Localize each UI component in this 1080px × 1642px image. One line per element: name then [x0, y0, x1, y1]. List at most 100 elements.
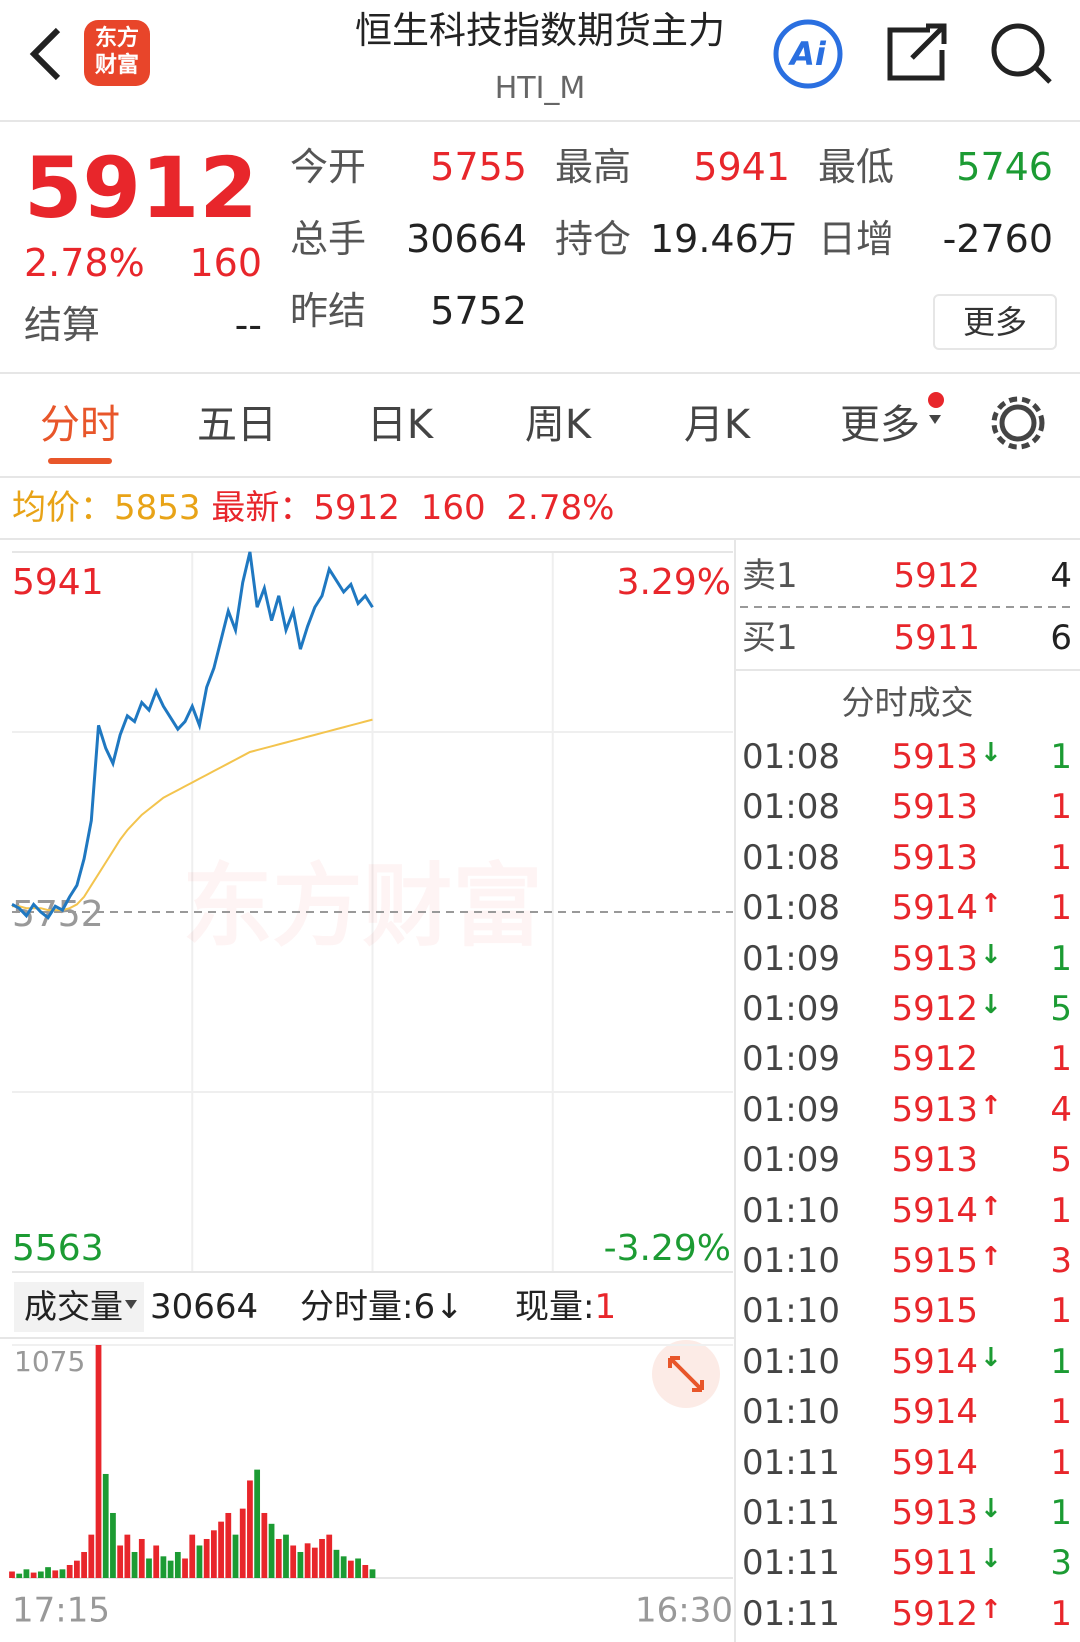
- trade-qty: 1: [1050, 1442, 1072, 1483]
- trade-price: 5915: [891, 1291, 978, 1332]
- volume-bar: [196, 1545, 203, 1578]
- trade-price: 5913: [891, 938, 978, 979]
- tab[interactable]: 月K: [683, 402, 751, 448]
- trade-time: 01:11: [742, 1493, 840, 1533]
- volume-bar: [239, 1508, 246, 1578]
- volume-selector[interactable]: [14, 1282, 144, 1332]
- tab-indicator: [48, 458, 112, 464]
- volume-bar: [81, 1551, 87, 1578]
- trade-time: 01:09: [742, 1089, 840, 1130]
- volume-bar: [290, 1545, 297, 1578]
- search-button[interactable]: [991, 23, 1045, 77]
- trade-time: 01:11: [742, 1442, 840, 1483]
- trade-qty: 1: [1050, 1593, 1072, 1634]
- volume-bar: [59, 1569, 66, 1578]
- trade-qty: 1: [1050, 1392, 1072, 1433]
- volume-bar: [138, 1538, 145, 1578]
- volume-bar: [23, 1569, 30, 1578]
- volume-bar: [254, 1469, 261, 1578]
- volume-bar: [203, 1538, 210, 1578]
- y-tick-label: 5941: [12, 562, 104, 603]
- trade-price: 5913: [891, 1493, 978, 1533]
- y2-tick-label: -3.29%: [604, 1228, 731, 1269]
- volume-bar: [283, 1534, 289, 1578]
- trade-arrow: ↓: [980, 738, 1002, 768]
- tab[interactable]: 分时: [40, 402, 120, 448]
- volume-bar: [268, 1523, 275, 1578]
- latest-value: 5912: [313, 488, 400, 528]
- volume-bar: [146, 1558, 152, 1578]
- tab[interactable]: 更多: [840, 402, 920, 448]
- volume-bar: [210, 1530, 217, 1578]
- more-button[interactable]: 更多: [933, 294, 1057, 350]
- field-value: 19.46万: [650, 217, 797, 261]
- notification-dot: [928, 392, 944, 408]
- trade-time: 01:10: [742, 1341, 840, 1382]
- dropdown-caret: [125, 1300, 137, 1309]
- volume-bar: [16, 1573, 23, 1578]
- volume-bar: [225, 1512, 232, 1578]
- book-label: 买1: [742, 618, 798, 658]
- volume-bar: [110, 1512, 116, 1578]
- volume-bar: [37, 1571, 44, 1578]
- volume-bar: [232, 1534, 239, 1578]
- tab[interactable]: 周K: [524, 402, 592, 448]
- ai-button[interactable]: [773, 19, 843, 89]
- x-tick-label: 17:15: [12, 1591, 110, 1631]
- trade-qty: 5: [1050, 989, 1072, 1029]
- volume-bar: [9, 1571, 15, 1578]
- field-label: 结算: [24, 303, 101, 347]
- latest-pct: 2.78%: [506, 488, 615, 528]
- trade-arrow: ↓: [980, 990, 1002, 1020]
- y-tick-label: 5563: [12, 1228, 104, 1269]
- trade-time: 01:10: [742, 1241, 840, 1281]
- settings-button[interactable]: [999, 404, 1037, 442]
- trade-qty: 1: [1050, 1039, 1072, 1080]
- trade-time: 01:09: [742, 1039, 840, 1080]
- trade-arrow: ↓: [980, 1544, 1002, 1575]
- volume-bar: [45, 1567, 51, 1578]
- ai-label: Ai: [787, 35, 827, 73]
- field-value: 5941: [693, 145, 790, 189]
- watermark: 东方财富: [183, 854, 543, 959]
- volume-bar: [261, 1512, 268, 1578]
- trade-price: 5912: [891, 1039, 978, 1080]
- current-volume-value: 1: [594, 1287, 617, 1327]
- field-label: 最高: [555, 145, 632, 189]
- latest-label: 最新：: [211, 488, 314, 528]
- x-tick-label: 16:30: [635, 1591, 733, 1631]
- trade-price: 5913: [891, 837, 978, 878]
- current-volume-label: 现量:: [515, 1287, 595, 1327]
- divider: [0, 538, 1080, 540]
- change-pct: 2.78%: [24, 241, 145, 285]
- volume-bar: [362, 1564, 369, 1578]
- volume-bar: [74, 1560, 80, 1578]
- tab[interactable]: 五日: [197, 402, 277, 448]
- summary: 均价：5853 最新：5912 160 2.78%: [12, 491, 614, 525]
- trade-qty: 1: [1050, 1190, 1072, 1231]
- back-button[interactable]: [29, 27, 61, 81]
- field-value: 30664: [406, 217, 527, 261]
- trade-qty: 1: [1050, 938, 1072, 979]
- page-subtitle: HTI_M: [494, 71, 586, 106]
- volume-bar: [340, 1556, 347, 1578]
- tab[interactable]: 日K: [366, 402, 434, 448]
- volume-bar: [319, 1538, 325, 1578]
- page-title: 恒生科技指数期货主力: [355, 9, 725, 52]
- trade-arrow: ↑: [980, 1191, 1002, 1222]
- trade-qty: 5: [1050, 1140, 1072, 1181]
- field-value: --: [234, 303, 262, 347]
- share-button[interactable]: [887, 23, 947, 81]
- last-price: 5912: [24, 139, 258, 237]
- logo-text: 财富: [95, 52, 139, 78]
- trade-price: 5914: [891, 1341, 978, 1382]
- trade-arrow: ↑: [980, 1242, 1002, 1272]
- current-volume: 现量:1: [515, 1290, 616, 1324]
- trade-arrow: ↓: [980, 939, 1002, 970]
- volume-bar: [311, 1547, 318, 1578]
- avg-label: 均价：: [12, 488, 114, 528]
- trade-time: 01:11: [742, 1543, 840, 1584]
- expand-icon: [668, 1356, 704, 1392]
- volume-bar: [347, 1560, 354, 1578]
